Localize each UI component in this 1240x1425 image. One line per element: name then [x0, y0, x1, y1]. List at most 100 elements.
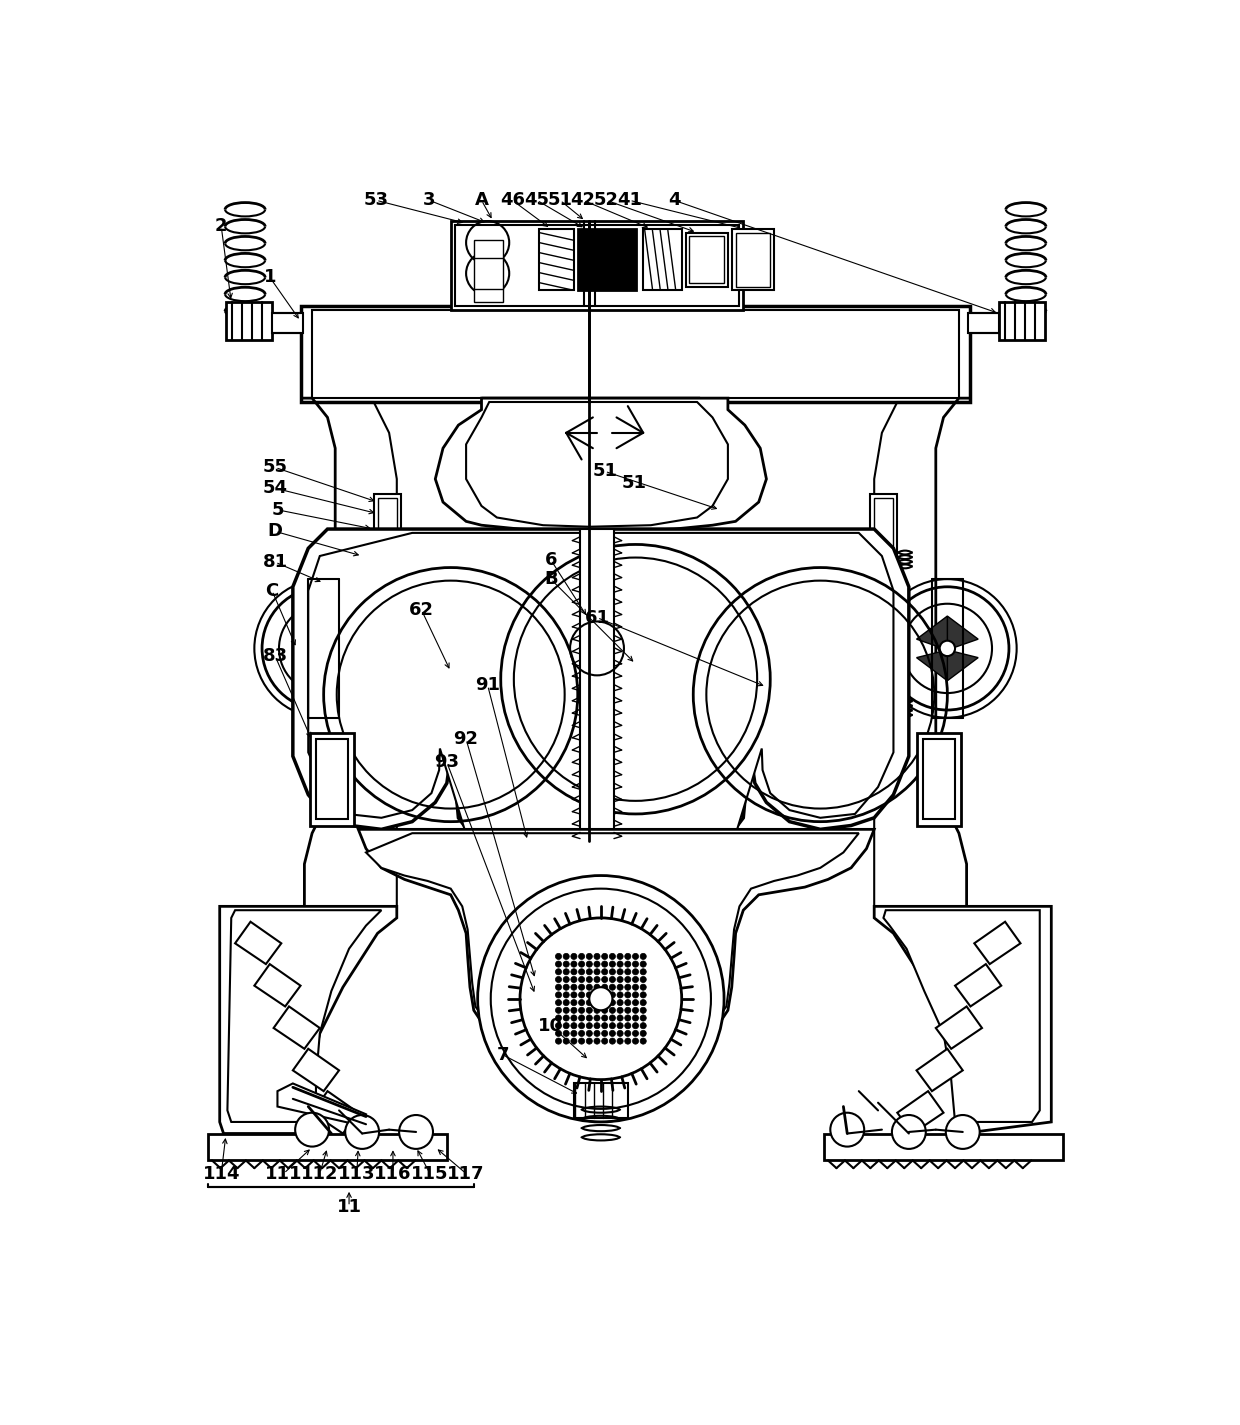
Text: 111: 111 [265, 1164, 303, 1183]
Polygon shape [236, 922, 281, 965]
Circle shape [625, 969, 631, 975]
Circle shape [563, 1023, 569, 1029]
Circle shape [587, 1007, 593, 1013]
Circle shape [477, 875, 724, 1121]
Polygon shape [227, 911, 382, 1121]
Bar [272, 314, 303, 332]
Circle shape [556, 1030, 562, 1036]
Polygon shape [916, 616, 947, 650]
Circle shape [632, 992, 639, 998]
Text: 6: 6 [544, 551, 557, 569]
Circle shape [609, 1007, 615, 1013]
Circle shape [579, 1023, 585, 1029]
Circle shape [892, 1114, 926, 1149]
Polygon shape [324, 644, 351, 680]
Circle shape [563, 999, 569, 1006]
Text: 113: 113 [339, 1164, 376, 1183]
Circle shape [632, 969, 639, 975]
Circle shape [556, 992, 562, 998]
Circle shape [618, 1007, 624, 1013]
Polygon shape [366, 834, 859, 1070]
Bar [377, 499, 397, 583]
Text: D: D [268, 523, 283, 540]
Circle shape [618, 999, 624, 1006]
Polygon shape [916, 1049, 962, 1092]
Circle shape [632, 1015, 639, 1022]
Circle shape [601, 1023, 608, 1029]
Circle shape [601, 1030, 608, 1036]
Polygon shape [916, 650, 947, 681]
Circle shape [579, 992, 585, 998]
Text: 52: 52 [594, 191, 619, 209]
Polygon shape [254, 965, 300, 1006]
Circle shape [579, 960, 585, 968]
Text: C: C [265, 581, 279, 600]
Circle shape [618, 1037, 624, 1045]
Circle shape [570, 1037, 577, 1045]
Polygon shape [324, 650, 355, 681]
Circle shape [587, 999, 593, 1006]
Circle shape [609, 969, 615, 975]
Circle shape [563, 985, 569, 990]
Circle shape [640, 999, 646, 1006]
Bar [226, 302, 272, 341]
Polygon shape [219, 906, 397, 1133]
Polygon shape [293, 650, 324, 681]
Circle shape [625, 953, 631, 959]
Circle shape [632, 1037, 639, 1045]
Circle shape [594, 985, 600, 990]
Bar [916, 732, 961, 825]
Polygon shape [293, 529, 909, 884]
Circle shape [640, 969, 646, 975]
Circle shape [587, 976, 593, 983]
Bar [735, 232, 770, 286]
Circle shape [587, 992, 593, 998]
Circle shape [609, 1030, 615, 1036]
Circle shape [563, 992, 569, 998]
Circle shape [579, 953, 585, 959]
Circle shape [625, 992, 631, 998]
Circle shape [640, 1023, 646, 1029]
Polygon shape [955, 965, 1001, 1006]
Circle shape [563, 1030, 569, 1036]
Circle shape [570, 1030, 577, 1036]
Circle shape [618, 969, 624, 975]
Circle shape [609, 999, 615, 1006]
Bar [578, 229, 635, 291]
Text: 5: 5 [272, 500, 284, 519]
Bar [580, 529, 614, 841]
Text: 91: 91 [475, 677, 500, 694]
Circle shape [587, 1030, 593, 1036]
Polygon shape [274, 1006, 320, 1049]
Polygon shape [293, 616, 324, 650]
Text: 51: 51 [593, 462, 618, 480]
Circle shape [609, 953, 615, 959]
Bar [310, 732, 355, 825]
Text: 53: 53 [363, 191, 388, 209]
Circle shape [556, 999, 562, 1006]
Circle shape [632, 985, 639, 990]
Text: 117: 117 [448, 1164, 485, 1183]
Circle shape [625, 960, 631, 968]
Text: 51: 51 [621, 475, 646, 492]
Circle shape [556, 960, 562, 968]
Bar [732, 229, 774, 291]
Circle shape [625, 1007, 631, 1013]
Circle shape [520, 918, 682, 1080]
Circle shape [570, 1007, 577, 1013]
Circle shape [556, 1023, 562, 1029]
Polygon shape [358, 829, 874, 1083]
Bar [689, 237, 724, 282]
Circle shape [556, 969, 562, 975]
Circle shape [594, 960, 600, 968]
Circle shape [587, 985, 593, 990]
Circle shape [556, 1007, 562, 1013]
Circle shape [609, 976, 615, 983]
Text: B: B [544, 570, 558, 589]
Text: 61: 61 [584, 608, 610, 627]
Text: 116: 116 [374, 1164, 412, 1183]
Text: 41: 41 [616, 191, 642, 209]
Circle shape [601, 960, 608, 968]
Bar [455, 225, 739, 306]
Text: 51: 51 [548, 191, 573, 209]
